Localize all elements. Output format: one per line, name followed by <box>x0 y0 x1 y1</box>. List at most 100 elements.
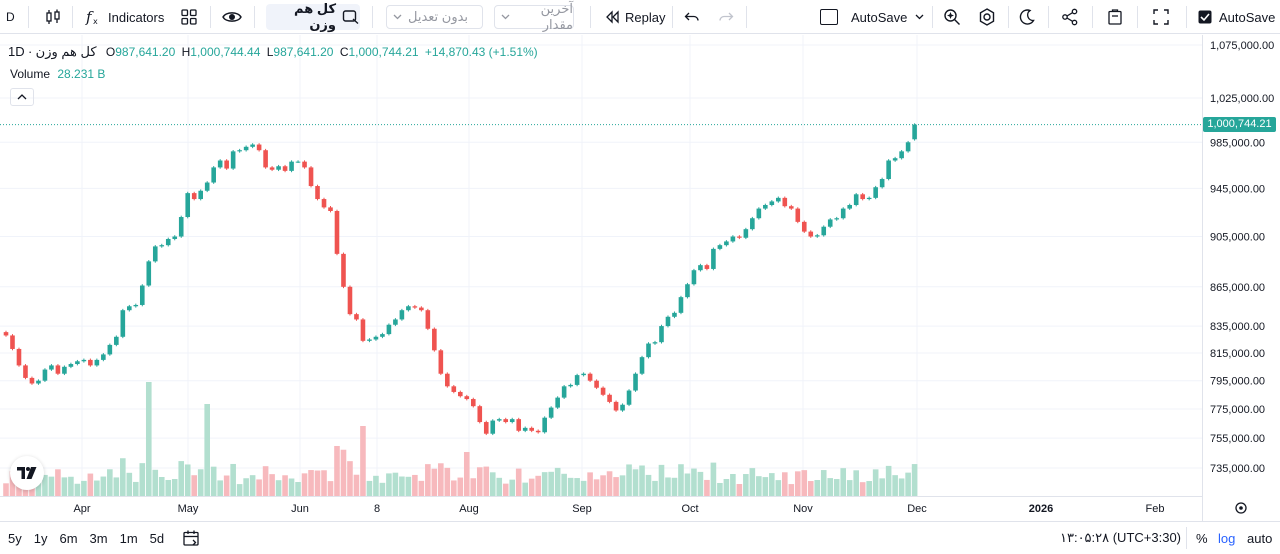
time-tick-label: Apr <box>73 503 90 515</box>
templates-button[interactable] <box>180 0 198 34</box>
candle-body <box>406 306 411 311</box>
candle <box>672 311 677 319</box>
adjustment-dropdown[interactable]: بدون تعدیل <box>386 5 483 29</box>
price-axis[interactable]: 1,075,000.00 1,025,000.00 985,000.00 945,00… <box>1210 40 1274 475</box>
range-button-1y[interactable]: 1y <box>33 530 48 546</box>
axis-settings-button[interactable] <box>1235 502 1247 514</box>
symbol-search-button[interactable]: کل هم وزن <box>266 1 360 32</box>
theme-toggle-button[interactable] <box>1018 0 1036 34</box>
candle-body <box>912 124 917 140</box>
visibility-button[interactable] <box>222 0 242 34</box>
candle <box>211 166 216 184</box>
gear-center-icon <box>1239 506 1243 510</box>
autosave-toggle[interactable]: AutoSave <box>1198 0 1275 34</box>
volume-bar <box>392 472 399 496</box>
volume-bar <box>133 481 139 496</box>
candle <box>860 192 865 201</box>
candle <box>776 196 781 203</box>
volume-bar <box>794 471 801 496</box>
share-button[interactable] <box>1061 0 1079 34</box>
snapshot-button[interactable] <box>1106 0 1124 34</box>
volume-bar <box>593 479 600 496</box>
candle-body <box>613 401 619 411</box>
auto-toggle[interactable]: auto <box>1247 522 1272 554</box>
candle-body <box>522 427 528 431</box>
settings-button[interactable] <box>977 0 997 34</box>
chart-canvas[interactable]: 1,075,000.00 1,025,000.00 985,000.00 945,00… <box>0 35 1280 521</box>
range-button-1m[interactable]: 1m <box>119 530 138 546</box>
candle <box>730 235 736 243</box>
quick-search-button[interactable] <box>942 0 962 34</box>
candle-body <box>600 387 606 395</box>
volume-bar <box>515 468 522 496</box>
range-button-5d[interactable]: 5d <box>149 530 165 546</box>
svg-text:f: f <box>85 8 94 26</box>
autosave-dropdown[interactable]: AutoSave <box>851 0 924 34</box>
symbol-short[interactable]: D <box>6 0 15 34</box>
volume-bar <box>502 483 509 496</box>
candle <box>542 416 547 434</box>
volume-bar <box>210 466 217 496</box>
collapse-legend-button[interactable] <box>10 88 34 106</box>
candle-body <box>516 419 522 431</box>
volume-bar <box>100 476 107 496</box>
candle <box>10 334 15 351</box>
volume-bar <box>275 480 282 496</box>
candle <box>16 347 22 367</box>
go-to-date-button[interactable] <box>182 522 200 554</box>
replay-button[interactable]: Replay <box>604 0 665 34</box>
candle <box>107 343 113 356</box>
candle-body <box>75 361 80 365</box>
divider <box>1048 6 1049 28</box>
layout-checkbox[interactable] <box>820 0 838 34</box>
candle-body <box>458 391 463 397</box>
percent-toggle[interactable]: % <box>1196 522 1208 554</box>
volume-bar <box>528 478 535 496</box>
candle <box>490 419 496 436</box>
divider <box>210 6 211 28</box>
price-tick-label: 945,000.00 <box>1210 183 1265 195</box>
candle-body <box>178 217 184 237</box>
candle-body <box>230 151 236 169</box>
redo-button[interactable] <box>718 0 734 34</box>
candle <box>763 203 768 210</box>
candle <box>464 394 470 401</box>
candle-body <box>55 365 61 374</box>
range-button-3m[interactable]: 3m <box>89 530 108 546</box>
candle <box>438 348 444 376</box>
value-dropdown[interactable]: آخرین مقدار <box>494 1 574 32</box>
volume-bar <box>94 480 100 496</box>
log-toggle[interactable]: log <box>1218 522 1235 554</box>
chart-type-button[interactable] <box>44 0 62 34</box>
fullscreen-button[interactable] <box>1152 0 1170 34</box>
candle <box>821 225 827 237</box>
tradingview-logo[interactable] <box>10 456 44 490</box>
candle <box>386 323 392 336</box>
undo-button[interactable] <box>684 0 700 34</box>
candle-body <box>633 373 638 391</box>
candle-body <box>159 245 165 247</box>
candle <box>152 245 158 263</box>
volume-bar <box>256 479 262 496</box>
clock-display[interactable]: ۱۳:۰۵:۲۸ (UTC+3:30) <box>1060 522 1181 554</box>
candle <box>866 196 872 201</box>
volume-bar <box>61 477 68 496</box>
candle-body <box>678 297 684 313</box>
clipboard-icon <box>1106 8 1124 26</box>
legend-symbol[interactable]: کل هم وزن <box>35 44 97 59</box>
time-axis[interactable]: Apr May Jun 8 Aug Sep Oct Nov Dec 2026 Feb <box>73 503 1164 515</box>
range-button-5y[interactable]: 5y <box>8 530 22 546</box>
volume-bar <box>178 461 185 496</box>
volume-bar <box>55 469 61 496</box>
range-button-6m[interactable]: 6m <box>59 530 78 546</box>
candle-body <box>146 261 152 286</box>
volume-bar <box>846 480 853 496</box>
candle-body <box>289 161 294 171</box>
candle <box>88 358 93 367</box>
candle <box>185 191 191 219</box>
candle <box>808 230 814 238</box>
volume-bar <box>801 470 808 496</box>
candle-body <box>432 328 437 351</box>
